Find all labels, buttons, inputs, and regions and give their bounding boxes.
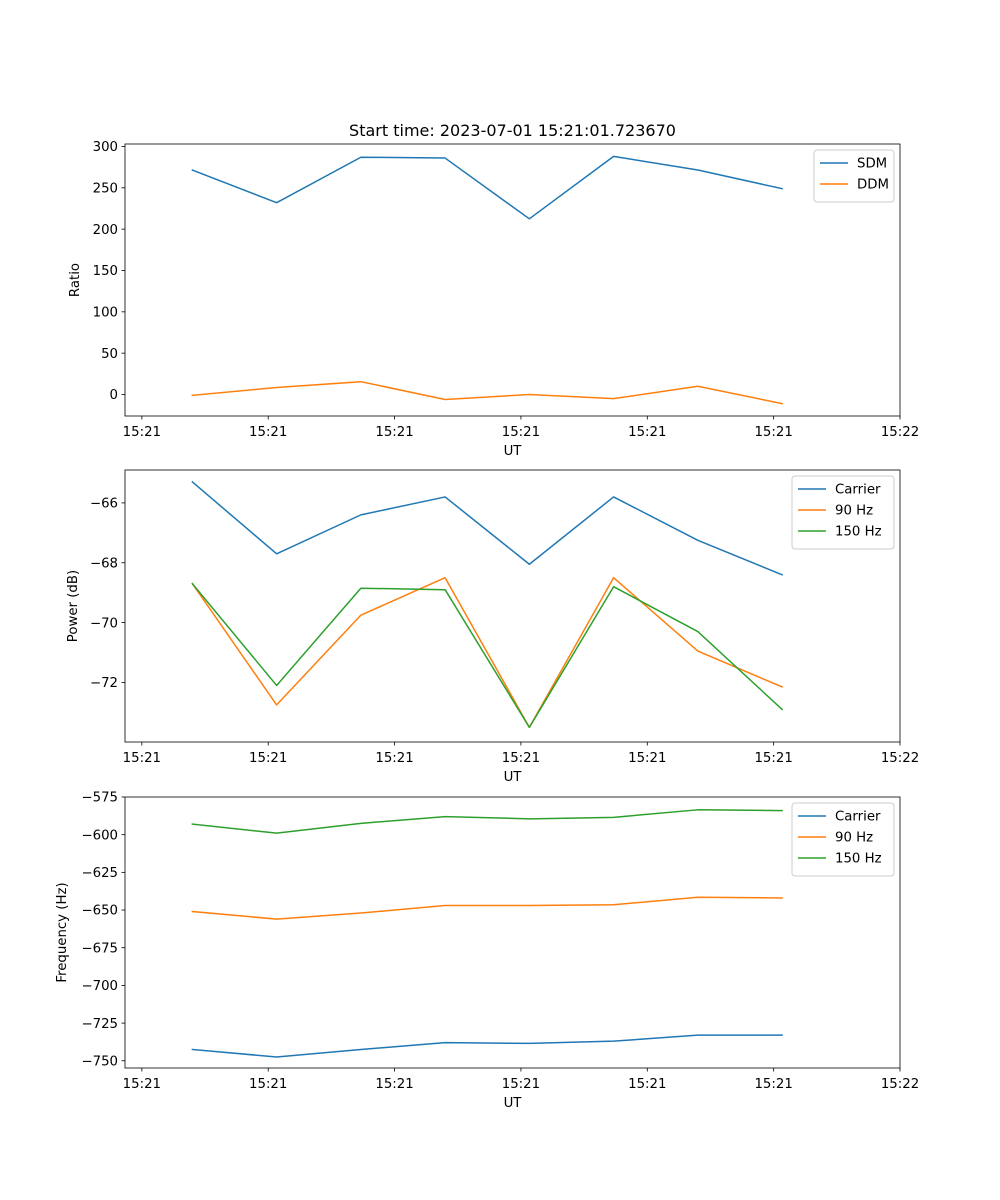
x-tick-label: 15:22: [881, 751, 919, 766]
x-tick-label: 15:21: [502, 425, 540, 440]
y-tick-label: 300: [93, 140, 118, 155]
series-line-90-hz: [191, 576, 784, 729]
legend-label: 90 Hz: [835, 504, 873, 519]
axes-frame: [124, 469, 901, 743]
x-tick-label: 15:21: [754, 751, 792, 766]
x-tick-label: 15:21: [375, 1077, 413, 1092]
series-line-ddm: [191, 380, 783, 405]
axes-frame: [124, 143, 901, 417]
x-tick-label: 15:21: [502, 751, 540, 766]
series-line-150-hz: [191, 582, 784, 729]
legend-label: DDM: [857, 178, 889, 193]
legend: Carrier 90 Hz 150 Hz: [791, 802, 895, 877]
x-tick-label: 15:21: [628, 425, 666, 440]
y-axis-label: Frequency (Hz): [55, 882, 70, 982]
series-line-carrier: [191, 480, 784, 576]
legend: Carrier 90 Hz 150 Hz: [791, 475, 895, 550]
x-tick-label: 15:21: [123, 751, 161, 766]
legend-label: 150 Hz: [835, 525, 882, 540]
x-tick-label: 15:21: [249, 751, 287, 766]
legend-label: 150 Hz: [835, 852, 882, 867]
y-tick-label: −600: [81, 828, 118, 843]
y-tick-label: −725: [81, 1017, 118, 1032]
panel-frequency: 15:21 15:21 15:21 15:21 15:21 15:21 15:22 −575 −…: [55, 791, 919, 1111]
x-tick-label: 15:21: [249, 1077, 287, 1092]
y-axis-label: Ratio: [68, 263, 83, 297]
x-tick-label: 15:21: [249, 425, 287, 440]
legend-label: Carrier: [835, 483, 881, 498]
panel-ratio: Start time: 2023-07-01 15:21:01.723670 1…: [68, 121, 919, 459]
x-axis-label: UT: [504, 1096, 523, 1111]
x-tick-label: 15:21: [123, 1077, 161, 1092]
y-tick-label: −650: [81, 904, 118, 919]
x-tick-label: 15:22: [881, 1077, 919, 1092]
legend-label: Carrier: [835, 810, 881, 825]
y-tick-label: −66: [90, 497, 118, 512]
legend-label: 90 Hz: [835, 831, 873, 846]
plot-frequency: 15:21 15:21 15:21 15:21 15:21 15:21 15:22 −575 −…: [55, 791, 919, 1111]
plot-power: 15:21 15:21 15:21 15:21 15:21 15:21 15:22 −66 −6…: [66, 469, 919, 785]
y-tick-label: −675: [81, 941, 118, 956]
x-tick-label: 15:21: [754, 1077, 792, 1092]
x-tick-label: 15:21: [502, 1077, 540, 1092]
x-axis-label: UT: [504, 770, 523, 785]
axes-frame: [124, 796, 901, 1069]
x-axis-label: UT: [504, 444, 523, 459]
y-tick-label: 50: [101, 347, 118, 362]
x-tick-label: 15:21: [123, 425, 161, 440]
y-tick-label: 150: [93, 264, 118, 279]
chart-title: Start time: 2023-07-01 15:21:01.723670: [349, 121, 676, 140]
legend-label: SDM: [857, 157, 887, 172]
y-tick-label: −70: [90, 616, 118, 631]
plot-ratio: 15:21 15:21 15:21 15:21 15:21 15:21 15:22 0 50 10…: [68, 140, 919, 459]
x-tick-label: 15:21: [754, 425, 792, 440]
legend: SDM DDM: [813, 149, 895, 203]
y-tick-label: −68: [90, 556, 118, 571]
x-tick-label: 15:22: [881, 425, 919, 440]
y-tick-label: 0: [110, 388, 118, 403]
y-tick-label: 200: [93, 223, 118, 238]
y-tick-label: 250: [93, 182, 118, 197]
y-tick-label: −700: [81, 979, 118, 994]
y-tick-label: −625: [81, 866, 118, 881]
x-tick-label: 15:21: [375, 425, 413, 440]
series-line-sdm: [191, 155, 783, 220]
y-tick-label: −750: [81, 1054, 118, 1069]
y-axis-label: Power (dB): [66, 570, 81, 642]
x-tick-label: 15:21: [628, 751, 666, 766]
series-line-90-hz: [191, 896, 783, 920]
y-tick-label: 100: [93, 306, 118, 321]
x-tick-label: 15:21: [375, 751, 413, 766]
y-tick-label: −72: [90, 676, 118, 691]
panel-power: 15:21 15:21 15:21 15:21 15:21 15:21 15:22 −66 −6…: [66, 469, 919, 785]
x-tick-label: 15:21: [628, 1077, 666, 1092]
series-line-150-hz: [191, 809, 783, 834]
series-line-carrier: [191, 1034, 783, 1058]
y-tick-label: −575: [81, 791, 118, 806]
